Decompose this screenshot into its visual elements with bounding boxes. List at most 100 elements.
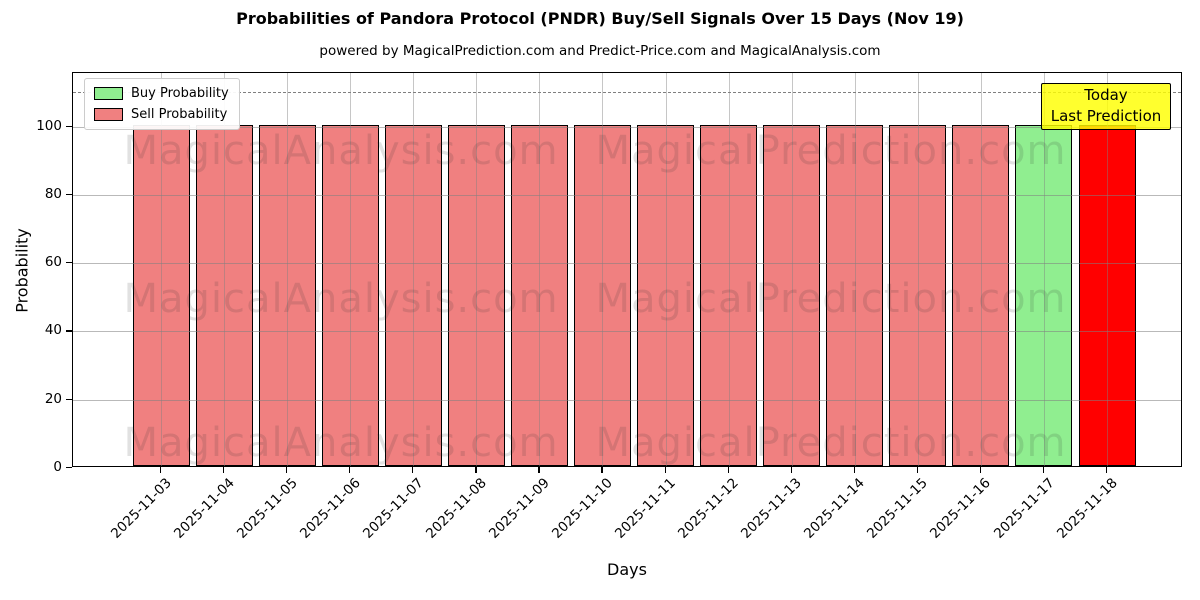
x-tick-mark-2025-11-18 (1106, 467, 1108, 473)
x-tick-mark-2025-11-03 (160, 467, 162, 473)
y-tick-label-20: 20 (44, 390, 62, 407)
x-tick-label-2025-11-04: 2025-11-04 (170, 475, 238, 542)
watermark-left-row1: MagicalAnalysis.com (123, 128, 559, 174)
bar-2025-11-10 (573, 124, 631, 466)
watermark-right-row2: MagicalPrediction.com (595, 276, 1067, 322)
y-tick-mark-20 (66, 398, 72, 400)
y-tick-mark-60 (66, 262, 72, 264)
x-tick-label-2025-11-09: 2025-11-09 (485, 475, 553, 542)
bar-2025-11-03 (132, 124, 190, 466)
bar-2025-11-13 (763, 124, 821, 466)
x-tick-label-2025-11-14: 2025-11-14 (801, 475, 869, 542)
v-gridline-2025-11-14 (854, 73, 856, 466)
x-tick-label-2025-11-11: 2025-11-11 (612, 475, 679, 542)
bar-2025-11-11 (637, 124, 695, 466)
legend-item-sell: Sell Probability (94, 107, 229, 122)
legend-item-buy: Buy Probability (94, 86, 229, 101)
h-gridline-80 (73, 194, 1181, 196)
y-tick-label-60: 60 (44, 254, 62, 271)
bar-2025-11-15 (889, 124, 947, 466)
bar-2025-11-14 (826, 124, 884, 466)
watermark-left-row3: MagicalAnalysis.com (123, 420, 559, 466)
v-gridline-2025-11-11 (665, 73, 667, 466)
x-tick-mark-2025-11-05 (286, 467, 288, 473)
annotation-line-2: Last Prediction (1050, 107, 1162, 125)
y-tick-label-100: 100 (36, 117, 62, 134)
v-gridline-2025-11-12 (728, 73, 730, 466)
v-gridline-2025-11-15 (917, 73, 919, 466)
v-gridline-2025-11-08 (476, 73, 478, 466)
bar-2025-11-12 (700, 124, 758, 466)
x-tick-mark-2025-11-04 (223, 467, 225, 473)
today-annotation: Today Last Prediction (1041, 83, 1171, 130)
x-tick-mark-2025-11-15 (916, 467, 919, 473)
v-gridline-2025-11-03 (161, 73, 162, 466)
v-gridline-2025-11-04 (224, 73, 226, 466)
y-tick-mark-100 (66, 125, 72, 127)
x-tick-label-2025-11-03: 2025-11-03 (107, 475, 175, 542)
x-tick-mark-2025-11-07 (412, 467, 414, 473)
x-tick-mark-2025-11-11 (664, 467, 666, 473)
v-gridline-2025-11-13 (791, 73, 793, 466)
y-tick-mark-0 (66, 467, 72, 469)
x-tick-mark-2025-11-16 (979, 467, 982, 473)
y-tick-label-0: 0 (53, 459, 62, 475)
x-tick-mark-2025-11-13 (790, 467, 792, 473)
x-tick-mark-2025-11-14 (853, 467, 855, 473)
h-gridline-60 (73, 263, 1181, 265)
bar-2025-11-04 (195, 124, 253, 466)
x-tick-label-2025-11-12: 2025-11-12 (675, 475, 742, 542)
watermark-left-row2: MagicalAnalysis.com (123, 276, 559, 322)
x-tick-mark-2025-11-10 (601, 467, 603, 473)
x-tick-mark-2025-11-17 (1042, 467, 1045, 473)
x-tick-label-2025-11-08: 2025-11-08 (422, 475, 490, 542)
chart-title: Probabilities of Pandora Protocol (PNDR)… (236, 9, 964, 28)
y-tick-mark-40 (66, 330, 72, 332)
v-gridline-2025-11-17 (1043, 73, 1045, 466)
x-tick-label-2025-11-07: 2025-11-07 (359, 475, 427, 542)
x-tick-label-2025-11-05: 2025-11-05 (233, 475, 301, 542)
h-gridline-20 (73, 399, 1181, 401)
x-tick-mark-2025-11-09 (538, 467, 540, 473)
x-tick-mark-2025-11-08 (475, 467, 477, 473)
legend: Buy Probability Sell Probability (84, 78, 240, 130)
y-tick-label-40: 40 (44, 322, 62, 339)
chart-subtitle: powered by MagicalPrediction.com and Pre… (319, 43, 881, 59)
bar-2025-11-16 (952, 124, 1010, 466)
v-gridline-2025-11-18 (1107, 73, 1109, 466)
x-tick-label-2025-11-10: 2025-11-10 (549, 475, 616, 542)
v-gridline-2025-11-05 (287, 73, 289, 466)
bar-2025-11-08 (447, 124, 505, 466)
x-tick-label-2025-11-15: 2025-11-15 (864, 475, 932, 542)
annotation-line-1: Today (1084, 86, 1128, 104)
x-tick-label-2025-11-17: 2025-11-17 (990, 475, 1058, 542)
sell-swatch-icon (94, 108, 123, 121)
v-gridline-2025-11-07 (413, 73, 415, 466)
bar-2025-11-07 (384, 124, 442, 466)
x-tick-label-2025-11-18: 2025-11-18 (1053, 475, 1121, 542)
legend-buy-label: Buy Probability (131, 86, 229, 101)
threshold-dashed-line (73, 92, 1181, 94)
bar-2025-11-05 (258, 124, 316, 466)
y-tick-label-80: 80 (44, 185, 62, 202)
plot-area: MagicalAnalysis.com MagicalPrediction.com… (72, 72, 1182, 467)
y-axis-label: Probability (12, 228, 32, 313)
x-tick-label-2025-11-06: 2025-11-06 (296, 475, 364, 542)
v-gridline-2025-11-06 (350, 73, 352, 466)
bar-2025-11-06 (321, 124, 379, 466)
watermark-right-row3: MagicalPrediction.com (595, 420, 1067, 466)
v-gridline-2025-11-16 (980, 73, 982, 466)
watermark-right-row1: MagicalPrediction.com (595, 128, 1067, 174)
bar-2025-11-17 (1015, 124, 1073, 466)
h-gridline-40 (73, 331, 1181, 333)
x-tick-label-2025-11-13: 2025-11-13 (738, 475, 806, 542)
y-tick-mark-80 (66, 193, 72, 195)
legend-sell-label: Sell Probability (131, 107, 228, 122)
v-gridline-2025-11-09 (539, 73, 541, 466)
x-tick-mark-2025-11-06 (349, 467, 351, 473)
h-gridline-100 (73, 126, 1181, 128)
x-tick-label-2025-11-16: 2025-11-16 (927, 475, 995, 542)
v-gridline-2025-11-10 (602, 73, 604, 466)
x-axis-label: Days (607, 560, 647, 579)
